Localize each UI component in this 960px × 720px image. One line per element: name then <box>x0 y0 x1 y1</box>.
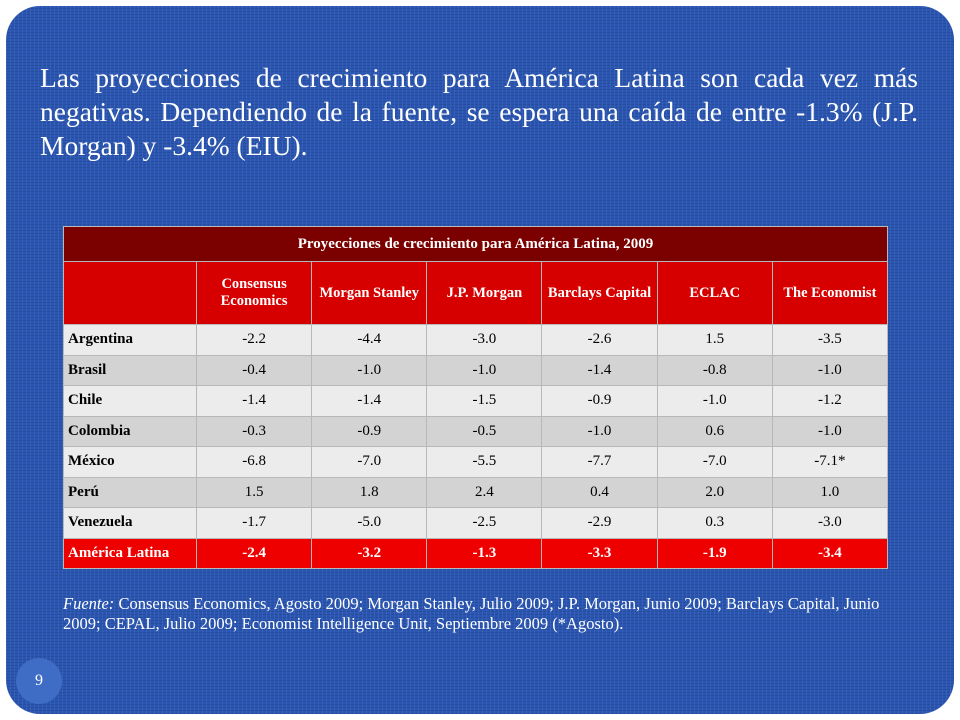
value-cell: -1.3 <box>426 537 543 569</box>
country-cell: Brasil <box>63 354 197 386</box>
value-cell: -2.6 <box>541 324 658 356</box>
column-header: Barclays Capital <box>541 261 658 325</box>
column-header: Morgan Stanley <box>311 261 428 325</box>
value-cell: -3.5 <box>771 324 889 356</box>
value-cell: -2.5 <box>426 507 543 539</box>
slide: Las proyecciones de crecimiento para Amé… <box>6 6 954 714</box>
table-row: Venezuela -1.7 -5.0 -2.5 -2.9 0.3 -3.0 <box>63 507 889 539</box>
value-cell: 0.6 <box>656 415 773 447</box>
value-cell: -1.0 <box>426 354 543 386</box>
column-header: Consensus Economics <box>195 261 313 325</box>
value-cell: -1.0 <box>541 415 658 447</box>
source-label: Fuente: <box>63 594 115 613</box>
value-cell: -5.5 <box>426 446 543 478</box>
value-cell: -1.4 <box>311 385 428 417</box>
value-cell: -3.3 <box>541 537 658 569</box>
value-cell: -0.4 <box>195 354 313 386</box>
value-cell: -3.2 <box>311 537 428 569</box>
country-cell: América Latina <box>63 537 197 569</box>
value-cell: -5.0 <box>311 507 428 539</box>
value-cell: -3.0 <box>426 324 543 356</box>
value-cell: -1.4 <box>195 385 313 417</box>
column-header: J.P. Morgan <box>426 261 543 325</box>
column-header: ECLAC <box>656 261 773 325</box>
value-cell: -6.8 <box>195 446 313 478</box>
value-cell: 1.0 <box>771 476 889 508</box>
table-header-row: Consensus Economics Morgan Stanley J.P. … <box>63 261 889 325</box>
value-cell: -2.4 <box>195 537 313 569</box>
value-cell: -1.7 <box>195 507 313 539</box>
page-number-badge: 9 <box>16 658 62 704</box>
column-header: The Economist <box>771 261 889 325</box>
value-cell: -1.9 <box>656 537 773 569</box>
value-cell: -4.4 <box>311 324 428 356</box>
value-cell: -1.4 <box>541 354 658 386</box>
total-row: América Latina -2.4 -3.2 -1.3 -3.3 -1.9 -3.4 <box>63 537 889 569</box>
table-row: Chile -1.4 -1.4 -1.5 -0.9 -1.0 -1.2 <box>63 385 889 417</box>
value-cell: -1.2 <box>771 385 889 417</box>
country-cell: Venezuela <box>63 507 197 539</box>
country-cell: Argentina <box>63 324 197 356</box>
table-row: México -6.8 -7.0 -5.5 -7.7 -7.0 -7.1* <box>63 446 889 478</box>
value-cell: -7.0 <box>311 446 428 478</box>
value-cell: -1.0 <box>771 354 889 386</box>
value-cell: -2.2 <box>195 324 313 356</box>
table-title: Proyecciones de crecimiento para América… <box>63 226 888 262</box>
value-cell: -0.9 <box>311 415 428 447</box>
table-row: Brasil -0.4 -1.0 -1.0 -1.4 -0.8 -1.0 <box>63 354 889 386</box>
table-row: Argentina -2.2 -4.4 -3.0 -2.6 1.5 -3.5 <box>63 324 889 356</box>
value-cell: 2.0 <box>656 476 773 508</box>
value-cell: 2.4 <box>426 476 543 508</box>
value-cell: -3.0 <box>771 507 889 539</box>
value-cell: -1.0 <box>656 385 773 417</box>
value-cell: 0.3 <box>656 507 773 539</box>
value-cell: 1.8 <box>311 476 428 508</box>
country-cell: Perú <box>63 476 197 508</box>
value-cell: -1.0 <box>311 354 428 386</box>
growth-projections-table: Proyecciones de crecimiento para América… <box>63 226 889 569</box>
table-row: Perú 1.5 1.8 2.4 0.4 2.0 1.0 <box>63 476 889 508</box>
country-cell: Colombia <box>63 415 197 447</box>
value-cell: -1.0 <box>771 415 889 447</box>
intro-paragraph: Las proyecciones de crecimiento para Amé… <box>40 62 918 161</box>
value-cell: -0.3 <box>195 415 313 447</box>
value-cell: -1.5 <box>426 385 543 417</box>
value-cell: 1.5 <box>656 324 773 356</box>
value-cell: -3.4 <box>771 537 889 569</box>
source-text: Consensus Economics, Agosto 2009; Morgan… <box>63 594 880 633</box>
value-cell: -7.7 <box>541 446 658 478</box>
value-cell: -0.5 <box>426 415 543 447</box>
value-cell: -0.8 <box>656 354 773 386</box>
source-note: Fuente: Consensus Economics, Agosto 2009… <box>63 594 903 634</box>
value-cell: -7.1* <box>771 446 889 478</box>
value-cell: -2.9 <box>541 507 658 539</box>
value-cell: -7.0 <box>656 446 773 478</box>
value-cell: -0.9 <box>541 385 658 417</box>
country-cell: Chile <box>63 385 197 417</box>
header-corner <box>63 261 197 325</box>
table-row: Colombia -0.3 -0.9 -0.5 -1.0 0.6 -1.0 <box>63 415 889 447</box>
value-cell: 0.4 <box>541 476 658 508</box>
country-cell: México <box>63 446 197 478</box>
value-cell: 1.5 <box>195 476 313 508</box>
